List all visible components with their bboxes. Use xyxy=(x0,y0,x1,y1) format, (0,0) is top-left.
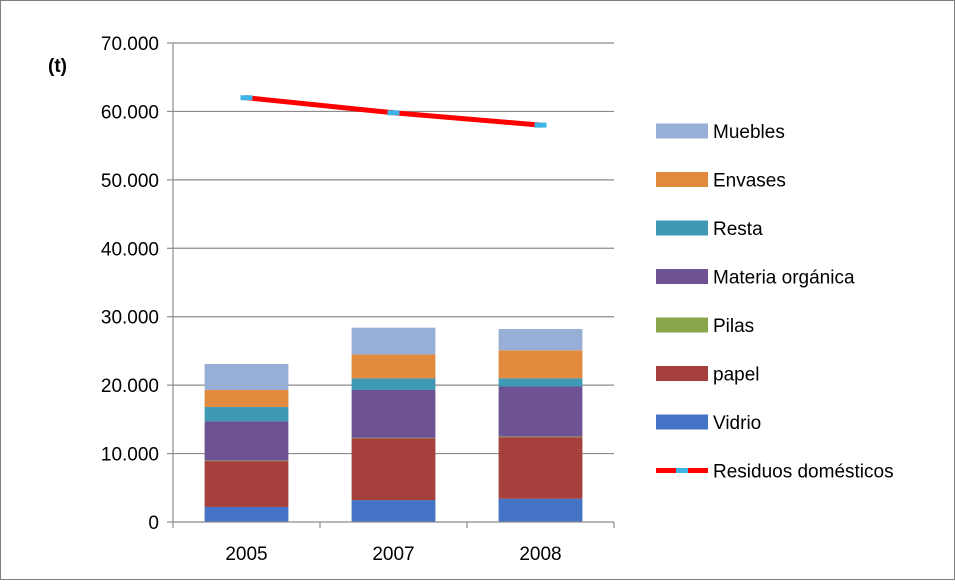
bar-segment-resta xyxy=(498,378,583,387)
bar-segment-vidrio xyxy=(204,506,289,522)
y-tick-label: 20.000 xyxy=(101,376,159,397)
bar-segment-envases xyxy=(351,354,436,379)
y-tick-label: 40.000 xyxy=(101,239,159,260)
legend: Muebles Envases Resta Materia orgánica Pilas… xyxy=(656,122,894,483)
legend-swatch-envases xyxy=(656,172,708,187)
legend-label-envases: Envases xyxy=(713,171,786,192)
bar-segment-materia-orgánica xyxy=(204,421,289,461)
legend-swatch-papel xyxy=(656,366,708,381)
bar-segment-pilas xyxy=(498,436,583,438)
y-tick-label: 0 xyxy=(148,513,159,534)
legend-label-resta: Resta xyxy=(713,219,763,240)
bar-segment-papel xyxy=(204,461,289,507)
legend-label-vidrio: Vidrio xyxy=(713,413,761,434)
bar-segment-resta xyxy=(351,378,436,390)
bar-segment-envases xyxy=(498,350,583,379)
bar-segment-vidrio xyxy=(351,500,436,522)
bars xyxy=(204,327,583,522)
line-point-marker xyxy=(240,95,253,101)
y-tick-label: 50.000 xyxy=(101,171,159,192)
bar-segment-pilas xyxy=(351,437,436,439)
legend-swatch-pilas xyxy=(656,317,708,333)
bar-segment-papel xyxy=(351,438,436,501)
x-tick-label: 2008 xyxy=(519,544,561,565)
legend-swatch-materia-organica xyxy=(656,269,708,284)
x-tick-label: 2005 xyxy=(225,544,267,565)
bar-segment-vidrio xyxy=(498,498,583,522)
bar-segment-muebles xyxy=(204,363,289,390)
line-point-marker xyxy=(387,110,400,116)
bar-segment-envases xyxy=(204,389,289,408)
line-point-marker xyxy=(534,122,547,128)
legend-label-residuos-domesticos: Residuos domésticos xyxy=(713,462,894,483)
bar-segment-papel xyxy=(498,437,583,499)
bar-segment-pilas xyxy=(204,460,289,462)
y-axis-unit-label: (t) xyxy=(48,56,67,77)
legend-label-materia-organica: Materia orgánica xyxy=(713,268,855,289)
legend-swatch-vidrio xyxy=(656,414,708,430)
legend-swatch-muebles xyxy=(656,123,708,139)
y-tick-label: 70.000 xyxy=(101,34,159,55)
line-series xyxy=(240,95,547,128)
legend-swatch-resta xyxy=(656,220,708,236)
y-tick-label: 30.000 xyxy=(101,308,159,329)
axes: 0 10.000 20.000 30.000 40.000 50.000 60.000 70.… xyxy=(101,34,615,565)
bar-segment-resta xyxy=(204,407,289,422)
legend-label-muebles: Muebles xyxy=(713,122,785,143)
legend-marker-residuos-domesticos xyxy=(676,468,688,473)
bar-segment-muebles xyxy=(498,329,583,351)
y-tick-label: 10.000 xyxy=(101,445,159,466)
x-tick-label: 2007 xyxy=(372,544,414,565)
bar-segment-materia-orgánica xyxy=(351,389,436,438)
bar-segment-materia-orgánica xyxy=(498,386,583,437)
legend-label-papel: papel xyxy=(713,365,760,386)
bar-segment-muebles xyxy=(351,327,436,355)
legend-label-pilas: Pilas xyxy=(713,316,754,337)
y-tick-label: 60.000 xyxy=(101,102,159,123)
